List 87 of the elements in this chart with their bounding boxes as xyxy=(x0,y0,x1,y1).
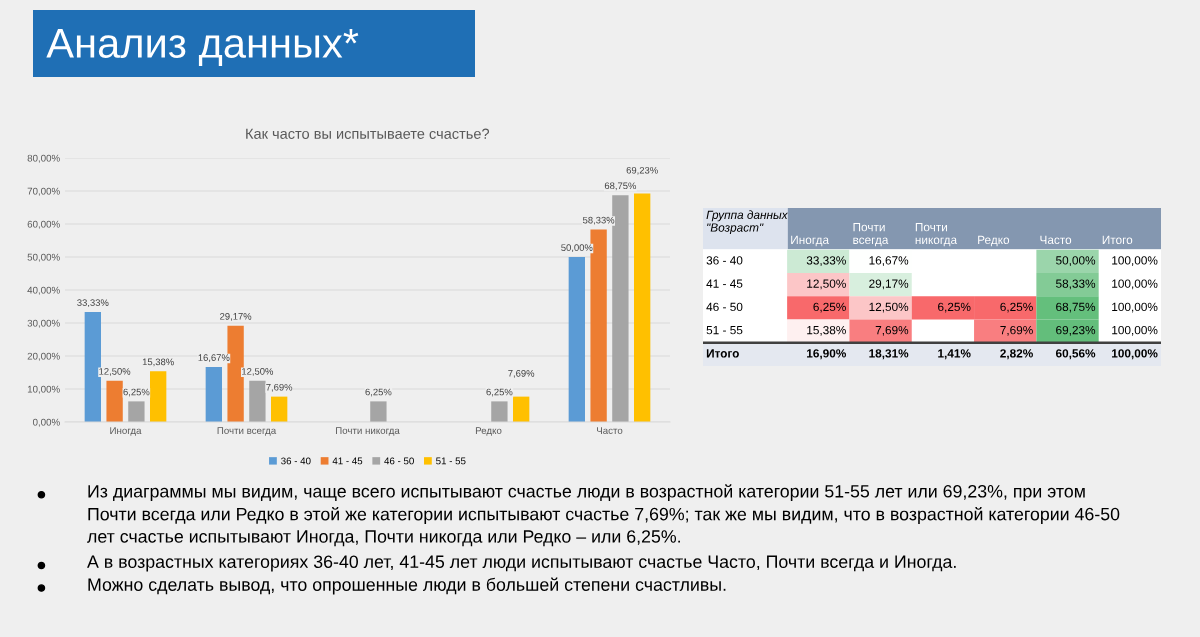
data-label: 6,25% xyxy=(486,388,513,397)
y-tick-label: 50,00% xyxy=(27,253,60,262)
bar xyxy=(205,366,222,422)
data-label: 100,00% xyxy=(1112,256,1158,266)
data-label: 60,56% xyxy=(1055,349,1096,360)
y-tick-label: 20,00% xyxy=(27,352,60,361)
x-tick-label: Почти всегда xyxy=(217,427,277,436)
x-tick-label: Редко xyxy=(475,427,502,436)
data-label: 12,50% xyxy=(807,279,846,290)
bar xyxy=(271,396,288,422)
data-label: 7,69% xyxy=(508,370,535,378)
y-tick-label: 36 - 40 xyxy=(706,256,743,265)
legend-label: 46 - 50 xyxy=(384,457,414,465)
data-label: 50,00% xyxy=(561,244,593,253)
x-tick-label: Итого xyxy=(1102,235,1133,244)
data-label: 16,67% xyxy=(198,354,230,363)
y-tick-label: 60,00% xyxy=(27,220,60,229)
x-tick-label: Почти никогда xyxy=(915,223,958,247)
data-label: 50,00% xyxy=(1056,256,1096,266)
bar xyxy=(150,371,167,422)
data-label: 7,69% xyxy=(266,383,293,392)
data-label: 15,38% xyxy=(807,325,846,336)
text: Анализ данных* xyxy=(46,28,359,66)
data-label: 6,25% xyxy=(938,302,971,313)
data-label: 68,75% xyxy=(604,182,637,191)
data-label: 12,50% xyxy=(242,368,274,376)
y-tick-label: Итого xyxy=(706,349,739,358)
y-tick-label: 10,00% xyxy=(27,385,60,394)
y-tick-label: 80,00% xyxy=(27,154,60,163)
data-label: 7,69% xyxy=(875,325,909,336)
data-label: 16,90% xyxy=(807,349,847,360)
data-label: 18,31% xyxy=(869,349,909,360)
data-label: 29,17% xyxy=(869,279,909,290)
data-label: 100,00% xyxy=(1112,325,1158,336)
bar xyxy=(513,396,530,422)
data-label: 12,50% xyxy=(869,302,909,313)
legend-label: 36 - 40 xyxy=(281,457,311,465)
data-label: 6,25% xyxy=(365,388,392,397)
data-label: 16,67% xyxy=(869,256,909,266)
data-label: 68,75% xyxy=(1056,302,1096,313)
data-label: 100,00% xyxy=(1112,302,1158,313)
bar xyxy=(84,312,101,422)
chart-title: Как часто вы испытываете счастье? xyxy=(246,128,490,139)
bar xyxy=(370,401,387,422)
legend-label: 51 - 55 xyxy=(436,457,466,465)
bar xyxy=(128,401,145,422)
bar xyxy=(491,401,508,422)
data-label: 1,41% xyxy=(938,349,971,360)
x-tick-label: Редко xyxy=(978,235,1010,247)
data-label: 12,50% xyxy=(99,368,131,376)
text: Можно сделать вывод, что опрошенные люди в большей степени счастливы. xyxy=(88,577,726,595)
data-label: 2,82% xyxy=(1000,349,1033,360)
data-label: 33,33% xyxy=(806,256,846,266)
data-label: 69,23% xyxy=(626,166,658,175)
bar xyxy=(249,380,266,422)
y-tick-label: 41 - 45 xyxy=(706,279,743,288)
y-tick-label: 70,00% xyxy=(27,187,60,196)
x-tick-label: Часто xyxy=(1040,235,1072,244)
data-label: 69,23% xyxy=(1056,325,1096,336)
y-axis-title: Группа данных "Возраст" xyxy=(706,210,788,235)
x-tick-label: Иногда xyxy=(791,235,830,247)
data-label: 6,25% xyxy=(123,388,150,397)
data-label: 58,33% xyxy=(582,216,615,225)
data-label: 6,25% xyxy=(1000,302,1033,313)
text: А в возрастных категориях 36-40 лет, 41-45 лет люди испытывают счастье Часто, Почти всегда и Иногда. xyxy=(87,555,956,572)
y-tick-label: 30,00% xyxy=(27,319,60,328)
bar xyxy=(634,193,651,422)
data-label: 58,33% xyxy=(1056,279,1096,290)
text: Из диаграммы мы видим, чаще всего испытывают счастье люди в возрастной категории 51-55 лет или 69,23%, при этом Почти всегда или Редко в этой же категории испытывают счастье 7,69%; так же мы видим, что в возрастной категории 46-50 лет счастье испытывают Иногда, Почти никогда или Редко – или 6,25%. xyxy=(87,484,1120,547)
x-tick-label: Почти всегда xyxy=(853,223,889,247)
data-label: 29,17% xyxy=(220,313,252,321)
data-label: 6,25% xyxy=(813,302,846,313)
y-tick-label: 51 - 55 xyxy=(706,326,743,335)
legend-label: 41 - 45 xyxy=(332,457,363,465)
x-tick-label: Часто xyxy=(597,427,623,434)
x-tick-label: Иногда xyxy=(110,427,142,436)
y-tick-label: 0,00% xyxy=(32,418,60,427)
bar xyxy=(568,257,585,422)
x-tick-label: Почти никогда xyxy=(336,427,400,436)
bar xyxy=(106,380,123,422)
data-label: 100,00% xyxy=(1112,349,1158,360)
data-label: 15,38% xyxy=(142,358,174,367)
y-tick-label: 46 - 50 xyxy=(706,302,743,312)
y-tick-label: 40,00% xyxy=(27,286,60,295)
data-label: 33,33% xyxy=(77,299,109,308)
data-label: 7,69% xyxy=(1000,325,1033,336)
data-label: 100,00% xyxy=(1112,279,1158,290)
